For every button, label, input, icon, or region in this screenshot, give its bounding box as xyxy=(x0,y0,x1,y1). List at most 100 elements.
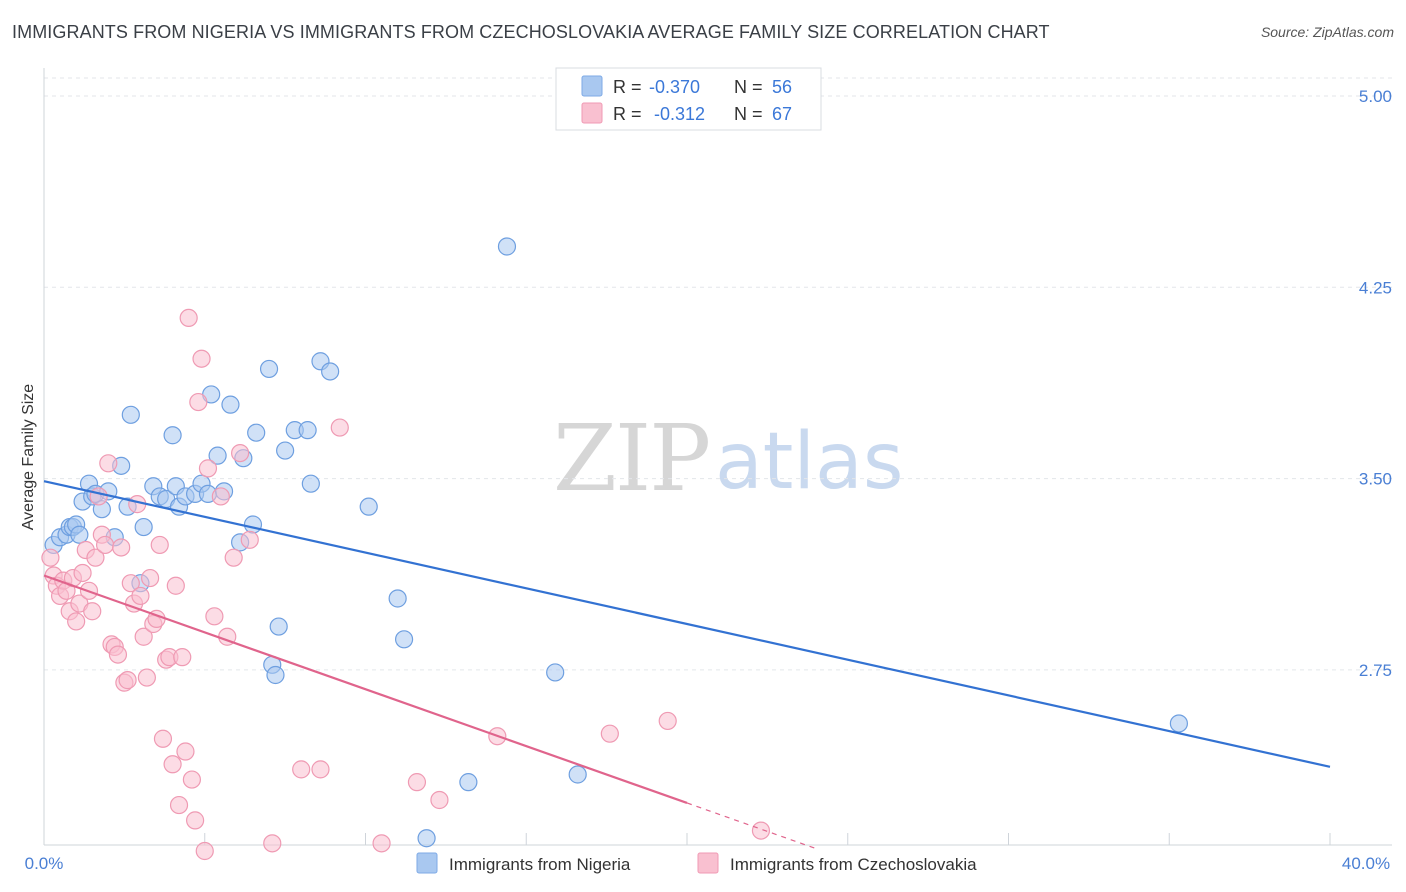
data-point xyxy=(301,474,320,493)
data-point xyxy=(108,645,128,664)
series-1-points xyxy=(41,308,771,861)
data-point xyxy=(192,349,211,368)
data-point xyxy=(153,729,173,748)
data-point xyxy=(121,574,140,593)
legend-r-value-nigeria: -0.370 xyxy=(649,77,700,97)
data-point xyxy=(359,497,378,516)
x-tick-label-max: 40.0% xyxy=(1342,854,1390,873)
data-point xyxy=(430,790,449,810)
data-point xyxy=(95,535,115,555)
data-point xyxy=(600,724,619,743)
data-points xyxy=(41,237,1188,861)
data-point xyxy=(163,755,182,774)
y-tick-label: 5.00 xyxy=(1359,87,1392,106)
data-point xyxy=(224,548,243,567)
data-point xyxy=(176,742,195,761)
series-0-points xyxy=(44,237,1188,848)
data-point xyxy=(417,829,436,848)
legend-swatch-nigeria xyxy=(581,75,603,97)
trend-line xyxy=(43,480,1331,768)
data-point xyxy=(546,663,565,682)
legend-n-label-nigeria: N = xyxy=(734,77,763,97)
data-point xyxy=(1169,714,1188,733)
legend-n-value-nigeria: 56 xyxy=(772,77,792,97)
data-point xyxy=(276,441,295,460)
y-axis-label: Average Family Size xyxy=(20,384,37,531)
data-point xyxy=(247,423,266,442)
x-tick-label-min: 0.0% xyxy=(25,854,64,873)
data-point xyxy=(269,617,288,636)
legend-swatch-czechoslovakia xyxy=(581,102,603,124)
data-point xyxy=(198,459,218,478)
chart-title: IMMIGRANTS FROM NIGERIA VS IMMIGRANTS FR… xyxy=(12,22,1050,42)
data-point xyxy=(173,648,192,667)
data-point xyxy=(121,405,140,424)
data-point xyxy=(231,443,250,463)
trend-lines xyxy=(43,480,1331,850)
data-point xyxy=(243,515,263,534)
series-legend-label-nigeria: Immigrants from Nigeria xyxy=(449,855,631,874)
data-point xyxy=(134,517,153,537)
trend-line xyxy=(43,574,688,804)
data-point xyxy=(266,665,285,685)
data-point xyxy=(134,627,153,646)
x-tick-marks xyxy=(43,833,1331,845)
data-point xyxy=(263,834,282,853)
data-point xyxy=(112,538,131,557)
data-point xyxy=(182,770,201,789)
stats-legend: R = -0.370 N = 56 R = -0.312 N = 67 xyxy=(555,67,822,131)
data-point xyxy=(163,426,182,445)
data-point xyxy=(131,586,150,606)
data-point xyxy=(259,359,279,379)
data-point xyxy=(221,395,240,414)
legend-n-value-czechoslovakia: 67 xyxy=(772,104,792,124)
data-point xyxy=(179,308,198,328)
data-point xyxy=(568,765,587,784)
data-point xyxy=(394,630,414,649)
data-point xyxy=(211,487,230,506)
data-point xyxy=(73,563,92,583)
source-credit: Source: ZipAtlas.com xyxy=(1260,24,1394,40)
data-point xyxy=(292,760,311,779)
y-tick-label: 3.50 xyxy=(1359,470,1392,489)
data-point xyxy=(311,760,330,779)
data-point xyxy=(321,362,340,381)
legend-r-label-nigeria: R = xyxy=(613,77,642,97)
data-point xyxy=(205,607,224,626)
data-point xyxy=(186,811,205,830)
series-legend-swatch-czechoslovakia xyxy=(697,852,719,874)
watermark-zip: ZIP xyxy=(553,405,709,512)
data-point xyxy=(497,237,517,256)
trend-line-extension xyxy=(686,802,816,850)
data-point xyxy=(140,568,160,588)
data-point xyxy=(150,535,169,555)
data-point xyxy=(86,548,105,567)
data-point xyxy=(298,421,317,440)
data-point xyxy=(89,487,108,506)
data-point xyxy=(118,671,137,690)
data-point xyxy=(195,841,214,861)
gridlines xyxy=(44,77,1392,671)
data-point xyxy=(407,773,427,792)
data-point xyxy=(99,454,118,473)
data-point xyxy=(189,392,208,412)
data-point xyxy=(388,589,407,608)
data-point xyxy=(372,834,391,853)
data-point xyxy=(208,446,227,465)
watermark-atlas: atlas xyxy=(715,417,904,507)
data-point xyxy=(137,668,156,687)
data-point xyxy=(67,612,86,631)
legend-n-label-czechoslovakia: N = xyxy=(734,104,763,124)
legend-r-value-czechoslovakia: -0.312 xyxy=(654,104,705,124)
data-point xyxy=(70,525,89,544)
series-legend-label-czechoslovakia: Immigrants from Czechoslovakia xyxy=(730,855,977,874)
data-point xyxy=(83,602,102,621)
data-point xyxy=(240,530,259,549)
y-tick-labels: 2.75 3.50 4.25 5.00 xyxy=(1359,87,1392,680)
data-point xyxy=(169,795,189,815)
series-legend: Immigrants from Nigeria Immigrants from … xyxy=(416,852,977,874)
data-point xyxy=(330,418,349,437)
data-point xyxy=(41,548,60,567)
series-legend-swatch-nigeria xyxy=(416,852,438,874)
data-point xyxy=(658,711,677,731)
